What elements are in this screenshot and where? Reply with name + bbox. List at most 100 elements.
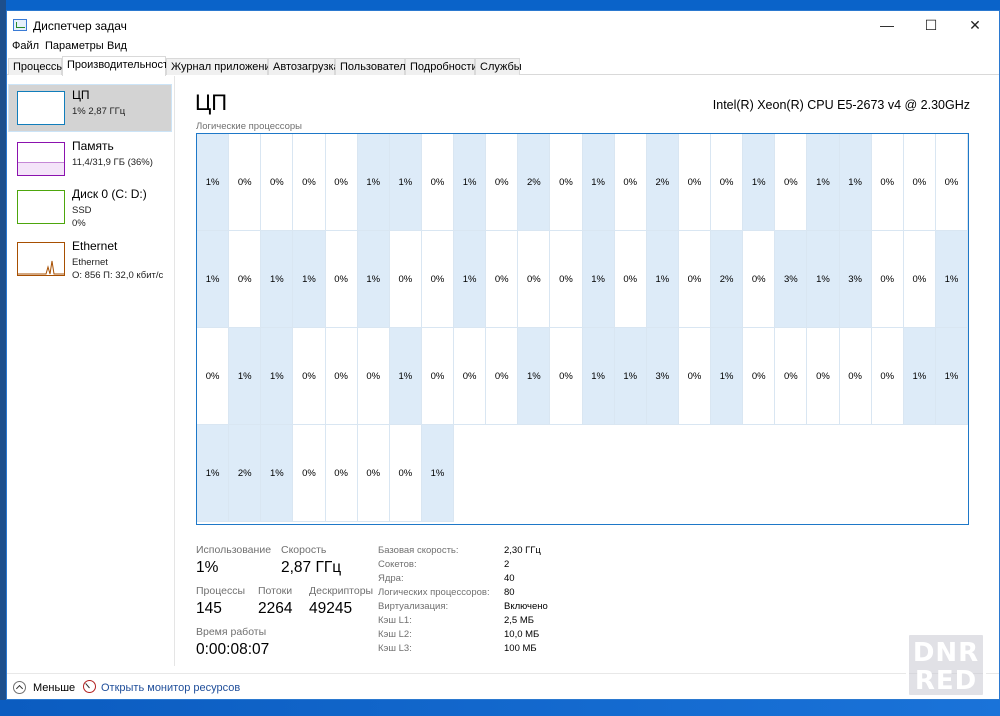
spec-logical-value: 80 [504, 587, 515, 598]
spec-cores-value: 40 [504, 573, 515, 584]
logical-processor-usage: 1% [398, 370, 413, 382]
sidebar-item-cpu[interactable]: ЦП 1% 2,87 ГГц [8, 84, 172, 132]
sidebar-item-detail: 1% 2,87 ГГц [72, 106, 126, 117]
logical-processor-cell: 0% [293, 328, 326, 425]
logical-processor-cell: 0% [614, 231, 647, 328]
logical-processor-usage: 0% [687, 176, 702, 188]
logical-processor-usage: 0% [719, 176, 734, 188]
open-resource-monitor-link[interactable]: Открыть монитор ресурсов [101, 682, 241, 694]
tab-details[interactable]: Подробности [405, 58, 478, 75]
minimize-button[interactable]: — [880, 17, 894, 33]
logical-processor-usage: 0% [687, 370, 702, 382]
logical-processor-cell: 1% [454, 134, 487, 231]
logical-processor-usage: 0% [816, 370, 830, 382]
logical-processor-cell: 1% [454, 231, 487, 328]
tab-services[interactable]: Службы [475, 58, 522, 75]
task-manager-icon [13, 19, 27, 31]
menu-options[interactable]: Параметры [45, 40, 104, 52]
sidebar-item-detail: SSD [72, 205, 92, 216]
tab-app-history[interactable]: Журнал приложений [166, 58, 277, 75]
logical-processor-cell: 1% [743, 134, 776, 231]
logical-processor-usage: 1% [719, 370, 734, 382]
sidebar-item-detail: Ethernet [72, 257, 108, 268]
sidebar-item-detail: О: 856 П: 32,0 кбит/с [72, 270, 164, 281]
speed-label: Скорость [281, 544, 327, 556]
logical-processor-usage: 1% [430, 467, 445, 479]
logical-processor-usage: 0% [751, 273, 766, 285]
window-title: Диспетчер задач [33, 19, 127, 33]
cpu-stats: Использование 1% Скорость 2,87 ГГц Проце… [196, 531, 976, 661]
uptime-value: 0:00:08:07 [196, 641, 270, 658]
logical-processor-cell: 0% [357, 425, 390, 522]
logical-processor-usage: 0% [526, 273, 541, 285]
logical-processor-usage: 1% [655, 273, 670, 285]
logical-processor-cell: 3% [775, 231, 808, 328]
menu-file[interactable]: Файл [12, 40, 40, 52]
spec-l2-value: 10,0 МБ [504, 629, 540, 640]
menu-view[interactable]: Вид [107, 40, 127, 52]
handles-value: 49245 [309, 600, 353, 617]
logical-processor-cell: 0% [871, 231, 904, 328]
sidebar-item-ethernet[interactable]: Ethernet Ethernet О: 856 П: 32,0 кбит/с [9, 236, 171, 292]
logical-processor-cell: 1% [518, 328, 551, 425]
processes-value: 145 [196, 600, 222, 617]
logical-processor-usage: 1% [269, 273, 284, 285]
tab-startup[interactable]: Автозагрузка [268, 58, 340, 75]
logical-processor-usage: 0% [237, 273, 252, 285]
logical-processor-usage: 1% [526, 370, 541, 382]
logical-processor-cell: 1% [261, 231, 294, 328]
logical-processor-cell: 2% [229, 425, 262, 522]
logical-processor-usage: 1% [205, 176, 220, 188]
footer-bar: Меньше Открыть монитор ресурсов [7, 673, 999, 701]
logical-processor-usage: 0% [398, 273, 413, 285]
logical-processor-cell: 3% [646, 328, 679, 425]
watermark-logo: DNR RED [906, 632, 986, 698]
resource-sidebar: ЦП 1% 2,87 ГГц Память 11,4/31,9 ГБ (36%)… [7, 76, 175, 666]
logical-processor-cell: 2% [518, 134, 551, 231]
logical-processor-usage: 0% [334, 176, 348, 188]
logical-processor-usage: 1% [237, 370, 252, 382]
logical-processor-usage: 0% [366, 370, 381, 382]
logical-processor-cell: 0% [743, 328, 776, 425]
fewer-details-button[interactable]: Меньше [33, 682, 76, 694]
logical-processor-usage: 0% [366, 467, 381, 479]
spec-cores-label: Ядра: [378, 573, 404, 584]
logical-processor-usage: 0% [302, 176, 316, 188]
logical-processor-usage: 0% [687, 273, 702, 285]
logical-processor-usage: 2% [655, 176, 670, 188]
close-button[interactable]: ✕ [969, 17, 981, 33]
logical-processor-cell: 0% [871, 134, 904, 231]
logical-processor-usage: 1% [366, 273, 381, 285]
logical-processor-usage: 1% [816, 176, 830, 188]
logical-processor-usage: 0% [559, 176, 573, 188]
title-bar[interactable]: Диспетчер задач — ☐ ✕ [7, 11, 999, 39]
logical-processor-cell: 0% [454, 328, 487, 425]
logical-processor-usage: 2% [719, 273, 734, 285]
logical-processor-cell: 1% [197, 134, 230, 231]
tab-processes[interactable]: Процессы [8, 58, 64, 75]
sidebar-item-memory[interactable]: Память 11,4/31,9 ГБ (36%) [9, 136, 171, 186]
logical-processor-cell: 1% [807, 231, 840, 328]
logical-processor-cell: 0% [325, 134, 358, 231]
logical-processor-cell: 2% [646, 134, 679, 231]
logical-processor-usage: 1% [269, 467, 284, 479]
sidebar-item-disk[interactable]: Диск 0 (C: D:) SSD 0% [9, 184, 171, 240]
logical-processor-cell: 3% [839, 231, 872, 328]
chevron-up-icon[interactable] [13, 681, 26, 694]
logical-processor-cell: 0% [678, 134, 711, 231]
logical-processor-cell: 0% [775, 328, 808, 425]
logical-processor-cell: 0% [678, 328, 711, 425]
tab-performance[interactable]: Производительность [62, 56, 174, 76]
logical-processor-cell: 0% [325, 328, 358, 425]
logical-processors-grid: 1% 0% 0% 0% 0% 1% 1% 0% 1% 0% 2% 0% 1% 0% 2% 0% 0% 1% 0% 1%… [196, 133, 969, 525]
logical-processor-cell: 1% [807, 134, 840, 231]
logical-processor-cell: 1% [935, 328, 968, 425]
logical-processor-cell: 2% [711, 231, 744, 328]
tab-users[interactable]: Пользователи [335, 58, 412, 75]
logical-processor-cell: 1% [711, 328, 744, 425]
logical-processor-usage: 1% [816, 273, 830, 285]
maximize-button[interactable]: ☐ [924, 17, 938, 33]
desktop-bottom [0, 700, 1000, 716]
logical-processor-usage: 1% [944, 370, 959, 382]
logical-processor-cell: 1% [197, 425, 230, 522]
